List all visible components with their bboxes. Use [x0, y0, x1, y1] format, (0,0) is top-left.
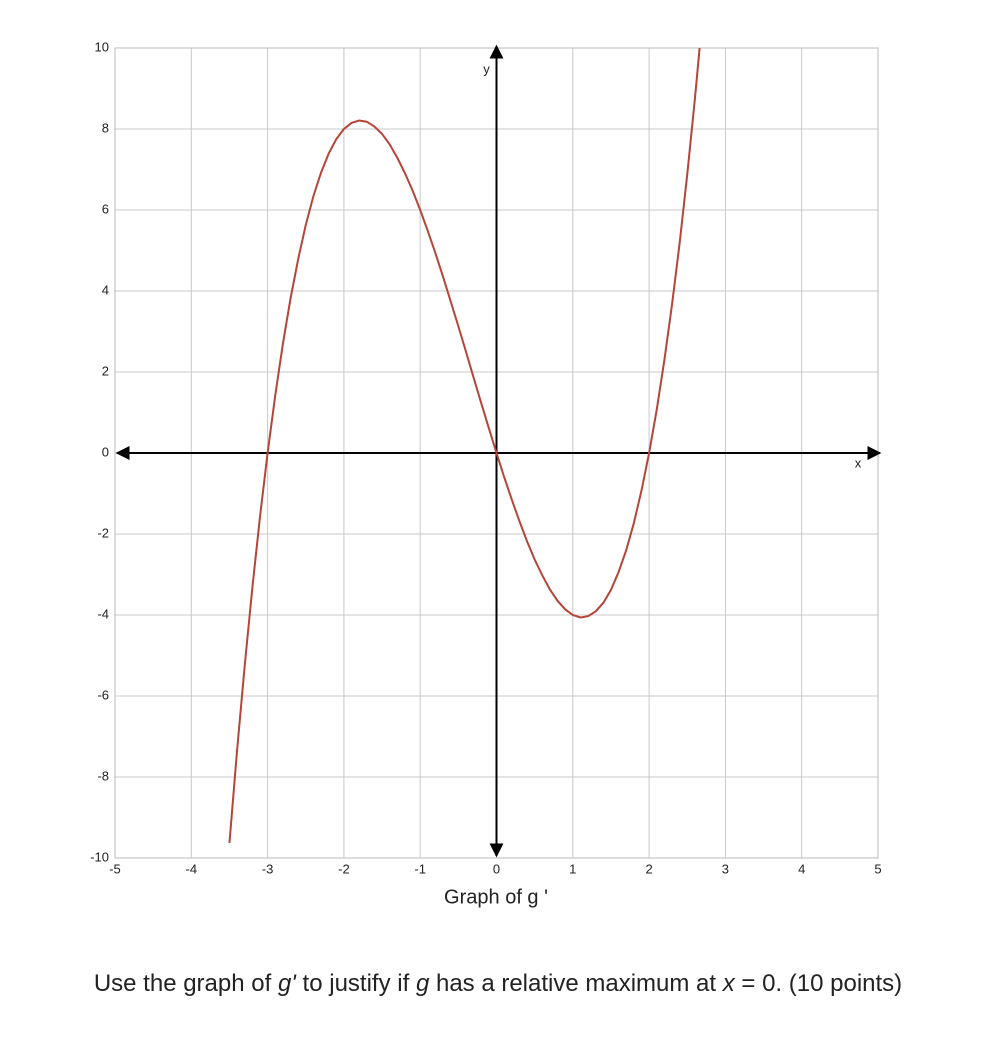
x-tick-label: 4	[798, 861, 805, 876]
x-tick-label: -2	[338, 861, 350, 876]
y-axis-label: y	[483, 61, 490, 76]
y-tick-label: -6	[97, 687, 109, 702]
question: Use the graph of g' to justify if g has …	[0, 970, 996, 998]
x-tick-label: -4	[186, 861, 198, 876]
x-tick-label: 3	[722, 861, 729, 876]
x-tick-label: -1	[414, 861, 426, 876]
y-tick-label: -2	[97, 525, 109, 540]
x-tick-label: 5	[874, 861, 881, 876]
curve	[228, 48, 701, 844]
x-axis-title: Graph of g '	[444, 886, 548, 908]
x-tick-label: 2	[645, 861, 652, 876]
question-text: x	[722, 970, 735, 997]
question-text: to justify if	[295, 970, 416, 997]
y-tick-label: -10	[90, 849, 109, 864]
question-text: g'	[277, 970, 296, 997]
chart: Graph of g ' -5 -4 -3 -2 -1 0 1 2 3 4 5-10-8-6-4-2…	[90, 39, 881, 908]
y-tick-label: 10	[95, 39, 109, 54]
question-text: has a relative maximum at	[429, 970, 723, 997]
y-tick-label: -4	[97, 606, 109, 621]
y-tick-label: 2	[102, 363, 109, 378]
y-tick-label: 6	[102, 201, 109, 216]
question-text: = 0. (10 points)	[734, 970, 903, 997]
x-tick-label: 0	[493, 861, 500, 876]
y-tick-label: 8	[102, 120, 109, 135]
x-tick-label: -3	[262, 861, 274, 876]
x-tick-label: -5	[109, 861, 121, 876]
y-tick-label: 0	[102, 444, 109, 459]
y-tick-label: -8	[97, 768, 109, 783]
y-tick-label: 4	[102, 282, 109, 297]
x-axis-label: x	[855, 455, 862, 470]
question-text: g	[415, 970, 430, 997]
x-tick-label: 1	[569, 861, 576, 876]
plot-area	[228, 48, 701, 844]
question-text: Use the graph of	[93, 970, 278, 997]
